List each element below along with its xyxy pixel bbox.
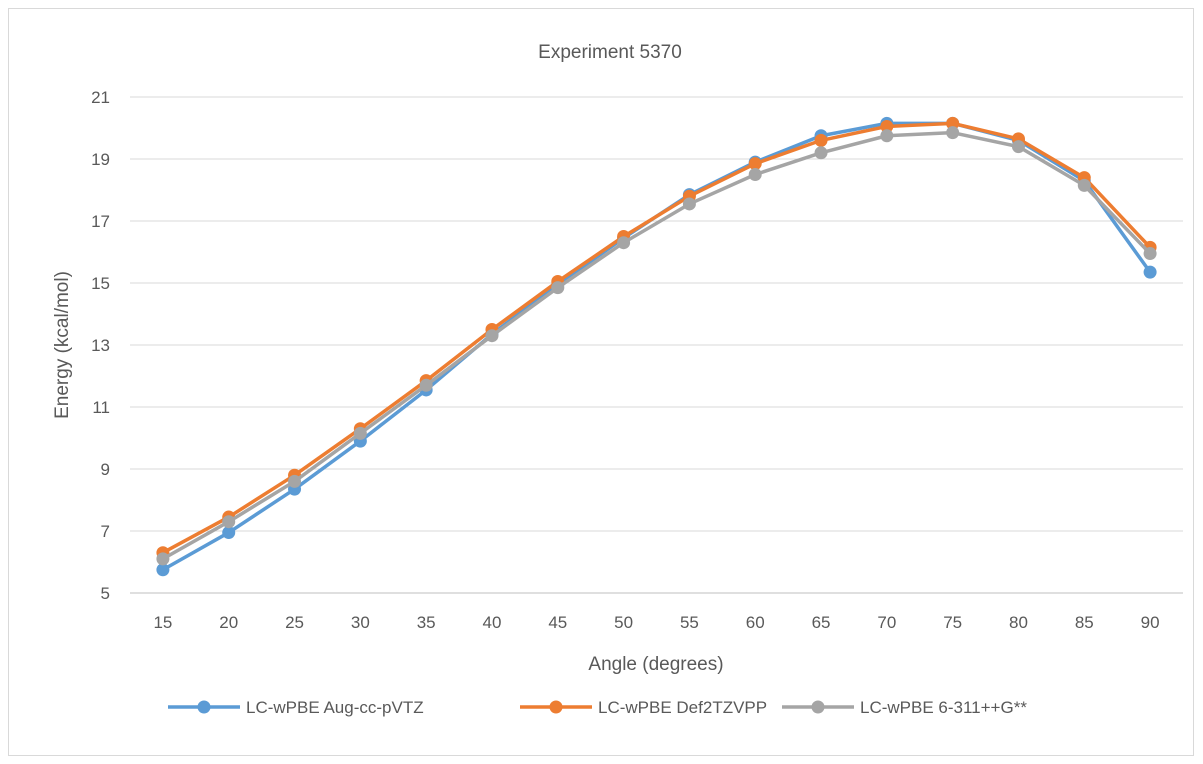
- data-point: [946, 126, 960, 140]
- data-point: [1077, 178, 1091, 192]
- x-tick-label: 25: [285, 613, 304, 632]
- x-tick-label: 90: [1141, 613, 1160, 632]
- x-tick-label: 15: [153, 613, 172, 632]
- y-tick-label: 7: [101, 522, 110, 541]
- data-point: [222, 526, 236, 540]
- y-tick-label: 21: [91, 88, 110, 107]
- y-tick-label: 17: [91, 212, 110, 231]
- y-axis-ticks: 5 7 9 11 13 15 17 19 21: [91, 88, 110, 603]
- data-point: [946, 116, 960, 130]
- gridlines: [130, 96, 1183, 594]
- y-tick-label: 13: [91, 336, 110, 355]
- data-point: [551, 281, 565, 295]
- series-layer: [156, 116, 1157, 577]
- x-tick-label: 75: [943, 613, 962, 632]
- y-tick-label: 19: [91, 150, 110, 169]
- x-tick-label: 30: [351, 613, 370, 632]
- x-tick-label: 50: [614, 613, 633, 632]
- data-point: [156, 552, 170, 566]
- x-tick-label: 45: [548, 613, 567, 632]
- x-axis-ticks: 15 20 25 30 35 40 45 50 55 60 65 70 75 80 85 90: [153, 613, 1159, 632]
- data-point: [682, 197, 696, 211]
- x-tick-label: 60: [746, 613, 765, 632]
- legend-swatch-marker: [197, 700, 211, 714]
- x-tick-label: 55: [680, 613, 699, 632]
- data-point: [748, 168, 762, 181]
- data-point: [288, 474, 302, 488]
- series-2: [156, 116, 1157, 560]
- x-axis-label: Angle (degrees): [588, 654, 723, 675]
- y-tick-label: 11: [92, 398, 110, 417]
- legend-swatch-marker: [811, 700, 825, 714]
- data-point: [222, 515, 236, 529]
- data-point: [156, 563, 170, 577]
- legend-label: LC-wPBE Aug-cc-pVTZ: [246, 698, 424, 717]
- data-point: [1143, 247, 1157, 261]
- x-tick-label: 35: [417, 613, 436, 632]
- data-point: [419, 378, 433, 392]
- data-point: [1143, 265, 1157, 279]
- legend-label: LC-wPBE Def2TZVPP: [598, 698, 767, 717]
- y-tick-label: 9: [101, 460, 110, 479]
- y-tick-label: 5: [101, 584, 110, 603]
- data-point: [880, 129, 894, 143]
- legend: LC-wPBE Aug-cc-pVTZ LC-wPBE Def2TZVPP LC-w…: [168, 698, 1027, 717]
- data-point: [814, 146, 828, 160]
- data-point: [748, 157, 762, 171]
- legend-item: LC-wPBE Def2TZVPP: [520, 698, 767, 717]
- legend-label: LC-wPBE 6-311++G**: [860, 698, 1027, 717]
- x-tick-label: 65: [812, 613, 831, 632]
- series-line: [162, 121, 1152, 555]
- legend-item: LC-wPBE Aug-cc-pVTZ: [168, 698, 424, 717]
- data-point: [485, 329, 499, 343]
- x-tick-label: 40: [483, 613, 502, 632]
- chart-title: Experiment 5370: [538, 42, 682, 63]
- data-point: [617, 236, 631, 250]
- series-line: [162, 121, 1152, 572]
- x-tick-label: 20: [219, 613, 238, 632]
- y-axis-label: Energy (kcal/mol): [52, 271, 73, 419]
- y-tick-label: 15: [91, 274, 110, 293]
- x-tick-label: 70: [877, 613, 896, 632]
- legend-swatch-marker: [549, 700, 563, 714]
- legend-item: LC-wPBE 6-311++G**: [782, 698, 1027, 717]
- series-3: [156, 126, 1157, 566]
- x-tick-label: 80: [1009, 613, 1028, 632]
- data-point: [353, 426, 367, 440]
- series-line: [162, 130, 1152, 561]
- data-point: [814, 133, 828, 147]
- series-1: [156, 116, 1157, 577]
- x-tick-label: 85: [1075, 613, 1094, 632]
- data-point: [1011, 140, 1025, 154]
- data-point: [880, 119, 894, 133]
